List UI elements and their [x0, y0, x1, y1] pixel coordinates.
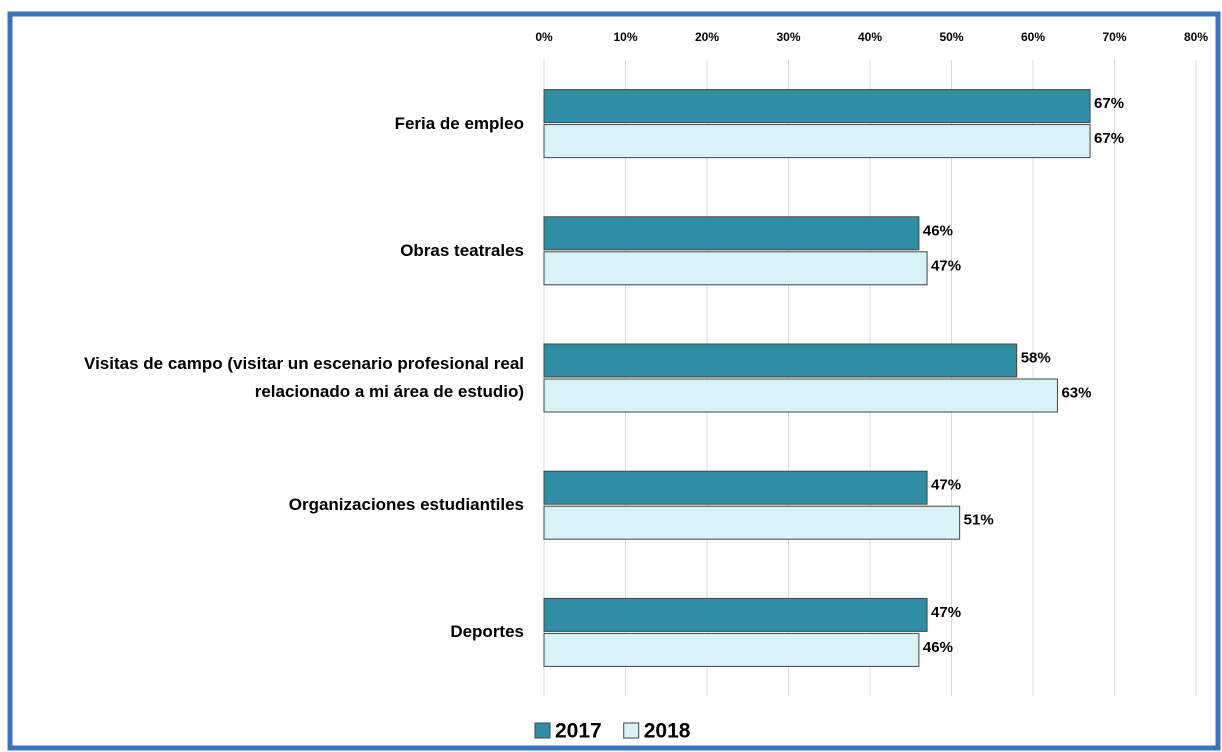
- bar: [543, 89, 1091, 124]
- legend-swatch: [534, 722, 551, 739]
- category-label: Visitas de campo (visitar un escenario p…: [84, 354, 524, 401]
- category-label: Feria de empleo: [394, 113, 524, 133]
- x-tick-label: 30%: [776, 30, 800, 44]
- x-tick-label: 40%: [858, 30, 882, 44]
- value-label: 63%: [1061, 384, 1091, 401]
- bar: [543, 470, 928, 505]
- value-label: 51%: [964, 512, 994, 529]
- category-label: Obras teatrales: [400, 240, 524, 260]
- value-label: 46%: [923, 639, 953, 656]
- bar: [543, 632, 920, 667]
- bar: [543, 216, 920, 251]
- category-label: Organizaciones estudiantiles: [288, 495, 524, 515]
- x-tick-label: 80%: [1184, 30, 1208, 44]
- value-label: 47%: [931, 604, 961, 621]
- frame: [7, 11, 1221, 751]
- x-tick-label: 70%: [1102, 30, 1126, 44]
- value-label: 46%: [923, 222, 953, 239]
- x-tick-label: 50%: [939, 30, 963, 44]
- legend-label: 2018: [644, 720, 691, 743]
- bar: [543, 251, 928, 286]
- x-tick-label: 0%: [535, 30, 553, 44]
- value-label: 47%: [931, 257, 961, 274]
- bar: [543, 378, 1058, 413]
- x-tick-label: 60%: [1021, 30, 1045, 44]
- value-label: 67%: [1094, 95, 1124, 112]
- value-label: 67%: [1094, 130, 1124, 147]
- bar: [543, 505, 961, 540]
- x-tick-label: 10%: [613, 30, 637, 44]
- value-label: 58%: [1021, 349, 1051, 366]
- x-tick-label: 20%: [695, 30, 719, 44]
- legend-label: 2017: [555, 720, 602, 743]
- category-label: Deportes: [450, 622, 524, 642]
- legend-swatch: [623, 722, 640, 739]
- bar: [543, 597, 928, 632]
- bar: [543, 343, 1018, 378]
- bar: [543, 124, 1091, 159]
- value-label: 47%: [931, 477, 961, 494]
